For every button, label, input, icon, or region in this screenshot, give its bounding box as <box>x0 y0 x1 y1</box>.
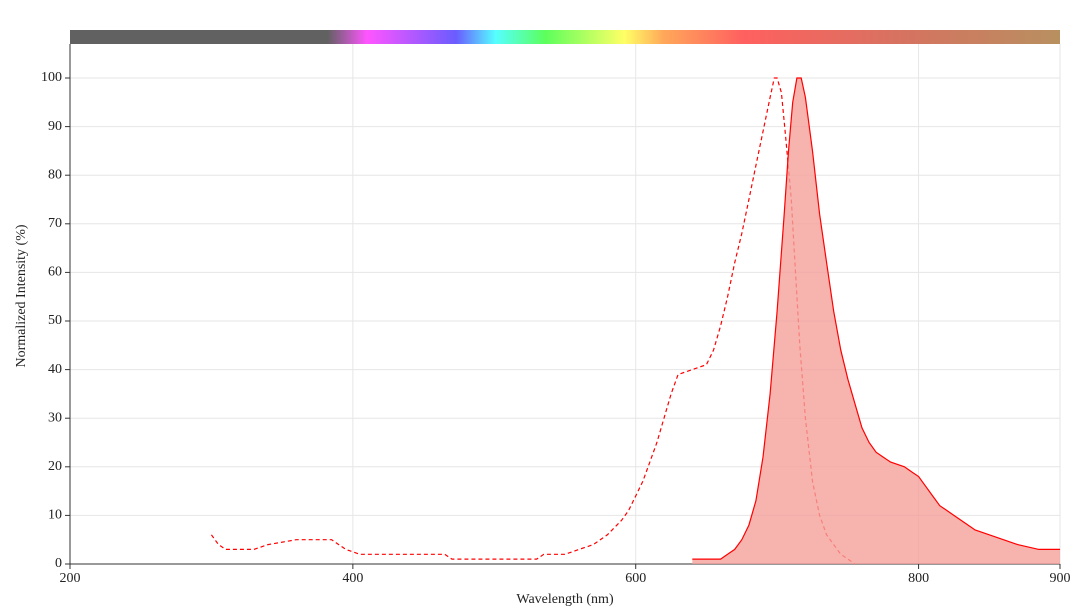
spectrum-bar <box>70 30 1060 44</box>
x-tick-label: 400 <box>342 571 363 586</box>
x-tick-label: 200 <box>60 571 81 586</box>
x-tick-label: 900 <box>1050 571 1071 586</box>
y-tick-label: 80 <box>48 167 62 182</box>
x-axis-label: Wavelength (nm) <box>516 592 614 607</box>
y-tick-label: 70 <box>48 216 62 231</box>
y-axis-label: Normalized Intensity (%) <box>14 224 29 367</box>
y-tick-label: 90 <box>48 119 62 134</box>
x-tick-label: 800 <box>908 571 929 586</box>
y-tick-label: 50 <box>48 313 62 328</box>
y-tick-label: 60 <box>48 265 62 280</box>
emission-area <box>692 78 1060 564</box>
y-tick-label: 20 <box>48 459 62 474</box>
y-tick-label: 100 <box>41 70 62 85</box>
emission-line <box>692 77 1060 560</box>
y-tick-label: 40 <box>48 362 62 377</box>
x-tick-label: 600 <box>625 571 646 586</box>
y-tick-label: 30 <box>48 410 62 425</box>
y-tick-label: 10 <box>48 508 62 523</box>
y-tick-label: 0 <box>55 556 62 571</box>
